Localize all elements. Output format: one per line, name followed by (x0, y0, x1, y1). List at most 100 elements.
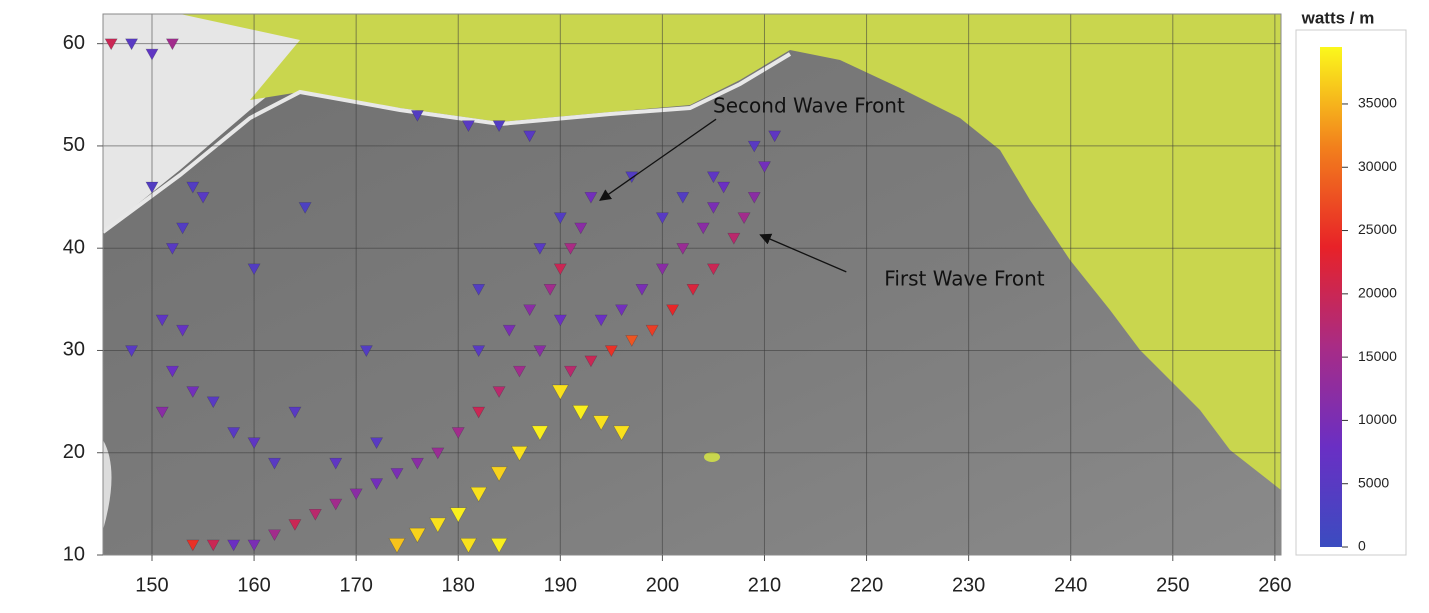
wave-marker (227, 539, 241, 552)
x-tick-label: 200 (646, 574, 679, 596)
wave-marker (155, 314, 169, 327)
y-tick-label: 60 (63, 32, 85, 54)
wave-marker (196, 191, 210, 204)
wave-marker (165, 243, 179, 255)
annotation-text: First Wave Front (884, 266, 1044, 290)
wave-marker (388, 538, 406, 554)
wave-marker (267, 529, 282, 542)
wave-marker (666, 304, 680, 317)
x-tick-label: 220 (850, 574, 883, 596)
y-tick-label: 30 (63, 339, 85, 361)
wave-marker (410, 110, 424, 122)
x-tick-label: 180 (442, 574, 475, 596)
wave-marker (267, 457, 282, 470)
land-north-america (180, 14, 1281, 490)
x-tick-label: 160 (237, 574, 270, 596)
wave-marker (706, 202, 720, 214)
wave-marker (510, 446, 528, 462)
wave-marker (461, 120, 475, 133)
wave-marker (553, 263, 567, 276)
colorbar-tick-label: 10000 (1358, 411, 1397, 427)
wave-marker (523, 304, 537, 317)
wave-marker (298, 202, 312, 214)
wave-marker (370, 437, 384, 450)
wave-marker (165, 38, 179, 51)
wave-marker (176, 222, 190, 235)
x-tick-label: 210 (748, 574, 781, 596)
wave-marker (737, 212, 751, 225)
wave-marker (492, 120, 506, 133)
wave-marker (329, 498, 343, 511)
wave-marker (206, 396, 220, 409)
wave-marker (155, 406, 169, 419)
plot-area (101, 14, 1281, 555)
x-tick-label: 240 (1054, 574, 1087, 596)
annotations: Second Wave Front First Wave Front (599, 94, 1045, 290)
grid (103, 14, 1281, 556)
wave-marker (604, 345, 618, 358)
wave-marker (490, 466, 508, 482)
wave-marker (104, 38, 118, 51)
wave-marker (727, 232, 741, 245)
y-tick-label: 40 (63, 236, 85, 258)
wave-marker (564, 365, 578, 378)
wave-marker (390, 468, 404, 480)
annotation-arrow (599, 118, 717, 201)
colorbar-tick-label: 0 (1358, 538, 1366, 554)
wave-marker (584, 191, 598, 204)
x-tick-label: 230 (952, 574, 985, 596)
wave-marker (449, 507, 467, 523)
colorbar-tick-label: 20000 (1358, 285, 1397, 301)
colorbar-tick-label: 15000 (1358, 348, 1397, 364)
wave-marker (247, 539, 261, 552)
wave-marker (574, 222, 588, 235)
wave-marker (470, 486, 488, 503)
wave-marker (645, 324, 659, 337)
wave-marker (676, 191, 690, 204)
annotation-arrow (759, 233, 847, 273)
x-tick-label: 260 (1258, 574, 1291, 596)
wave-marker (186, 539, 200, 552)
land-asia (103, 14, 330, 232)
wave-marker (533, 243, 547, 255)
x-tick-label: 250 (1156, 574, 1189, 596)
wave-marker (186, 386, 200, 398)
colorbar-tick-label: 30000 (1358, 158, 1397, 174)
wave-marker (768, 130, 782, 143)
wave-marker (502, 324, 516, 337)
wave-marker (247, 437, 261, 450)
wave-marker (655, 212, 669, 225)
x-tick-label: 150 (135, 574, 168, 596)
wave-marker (706, 263, 720, 276)
wave-marker (490, 538, 508, 554)
x-tick-label: 190 (544, 574, 577, 596)
wave-marker (572, 405, 590, 421)
wave-marker (584, 355, 598, 368)
wave-marker (747, 191, 761, 204)
markers (104, 38, 782, 554)
wave-marker (531, 425, 549, 441)
wave-marker (615, 304, 629, 317)
wave-marker (706, 171, 720, 184)
wave-marker (359, 345, 373, 358)
wave-marker (176, 324, 190, 337)
wave-marker (594, 314, 608, 327)
wave-marker (472, 345, 486, 358)
land-philippines (103, 440, 112, 530)
wave-marker (145, 48, 159, 61)
wave-marker (533, 345, 547, 358)
wave-marker (757, 161, 771, 173)
wave-marker (625, 171, 639, 184)
colorbar-tick-label: 5000 (1358, 474, 1389, 490)
plot-frame (102, 13, 1282, 556)
coast-shelf (101, 52, 792, 234)
wave-marker (592, 415, 610, 431)
wave-marker (125, 345, 139, 358)
wave-marker (165, 365, 179, 378)
wave-marker (227, 427, 241, 439)
wave-marker (472, 406, 486, 419)
wave-marker (431, 447, 445, 460)
wave-marker (676, 243, 690, 255)
wave-marker (288, 406, 302, 419)
y-tick-label: 10 (63, 543, 85, 565)
